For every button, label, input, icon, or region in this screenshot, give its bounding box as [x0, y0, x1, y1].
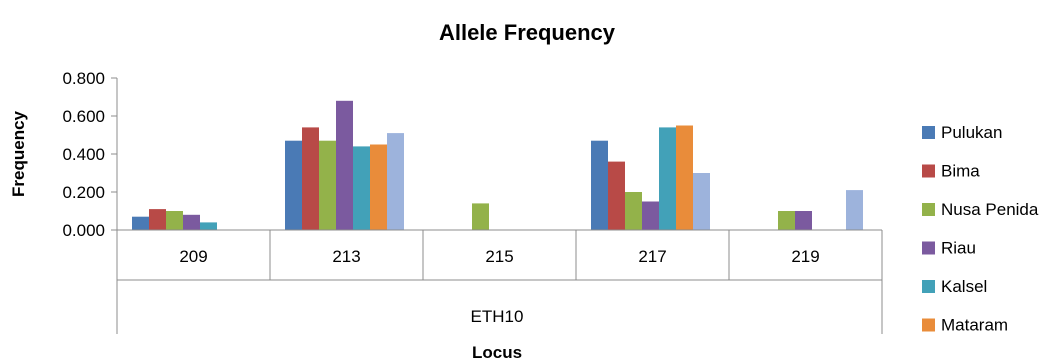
- legend-label: Mataram: [941, 316, 1008, 335]
- y-tick-label: 0.400: [62, 145, 105, 164]
- y-tick-labels: 0.000 0.200 0.400 0.600 0.800: [62, 69, 105, 240]
- legend-label: Riau: [941, 239, 976, 258]
- legend-label: Pulukan: [941, 123, 1002, 142]
- bar: [132, 216, 149, 230]
- bar: [676, 125, 693, 230]
- bar: [608, 161, 625, 230]
- legend-label: Bima: [941, 162, 980, 181]
- group-label: ETH10: [471, 307, 524, 326]
- category-label: 217: [638, 247, 666, 266]
- y-tick-label: 0.600: [62, 107, 105, 126]
- bar: [591, 140, 608, 230]
- bar: [353, 146, 370, 230]
- bar: [778, 211, 795, 230]
- category-labels: 209 213 215 217 219: [179, 247, 819, 266]
- chart-title: Allele Frequency: [439, 20, 616, 45]
- y-axis-title: Frequency: [9, 110, 28, 197]
- bar: [149, 209, 166, 230]
- legend-swatch: [922, 241, 935, 255]
- bar: [336, 100, 353, 230]
- bar: [642, 201, 659, 230]
- legend-swatch: [922, 164, 935, 178]
- legend-swatch: [922, 203, 935, 216]
- bar: [183, 214, 200, 230]
- legend-swatch: [922, 318, 935, 332]
- bar: [387, 133, 404, 230]
- bar: [285, 140, 302, 230]
- bar: [302, 127, 319, 230]
- category-label: 213: [332, 247, 360, 266]
- bar: [625, 192, 642, 230]
- y-tick-label: 0.000: [62, 221, 105, 240]
- bars: [132, 100, 863, 230]
- category-label: 209: [179, 247, 207, 266]
- bar: [200, 222, 217, 230]
- bar: [370, 144, 387, 230]
- bar: [693, 173, 710, 230]
- y-tick-label: 0.200: [62, 183, 105, 202]
- bar: [846, 190, 863, 230]
- category-label: 215: [485, 247, 513, 266]
- legend-swatch: [922, 126, 935, 139]
- legend-swatch: [922, 280, 935, 293]
- legend-label: Nusa Penida: [941, 200, 1039, 219]
- category-label: 219: [791, 247, 819, 266]
- bar: [795, 211, 812, 230]
- legend-label: Kalsel: [941, 277, 987, 296]
- y-tick-label: 0.800: [62, 69, 105, 88]
- bar: [472, 203, 489, 230]
- legend: Pulukan Bima Nusa Penida Riau Kalsel Mataram: [922, 123, 1039, 335]
- bar: [166, 211, 183, 230]
- axes: [111, 77, 883, 334]
- bar: [319, 140, 336, 230]
- bar: [659, 127, 676, 230]
- x-axis-title: Locus: [472, 343, 522, 361]
